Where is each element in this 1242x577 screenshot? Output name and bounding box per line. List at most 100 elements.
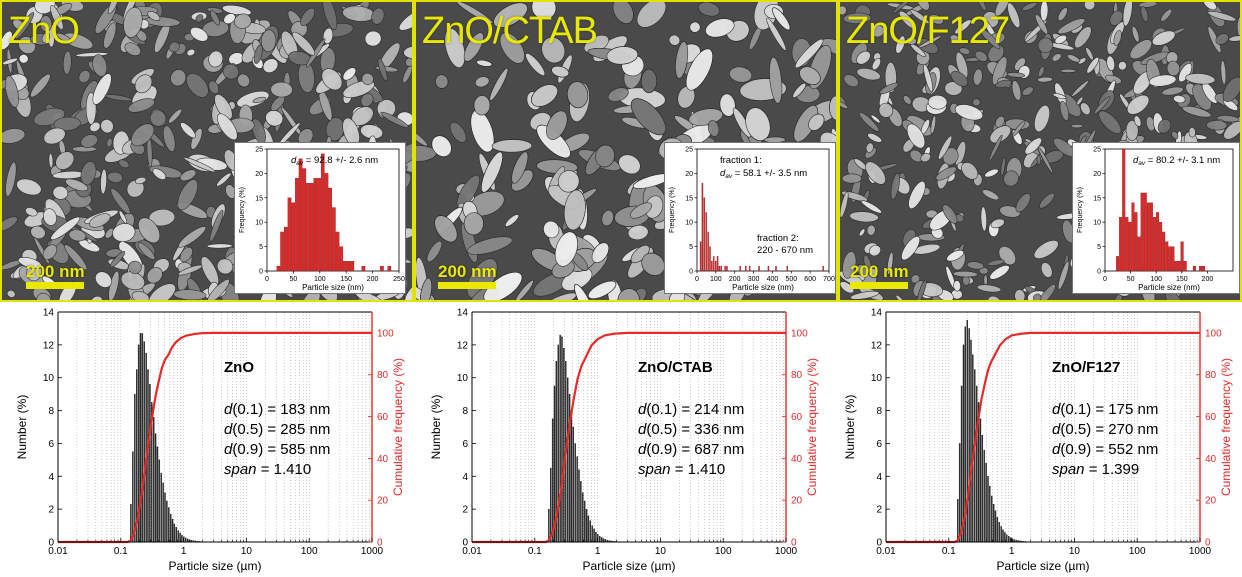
y-tick-label: 0	[259, 269, 263, 276]
sem-particle	[127, 98, 155, 113]
sem-particle	[499, 32, 525, 64]
percentile-stat: d(0.5) = 336 nm	[638, 421, 744, 438]
distribution-bar	[996, 517, 999, 543]
cumulative-frequency-curve	[886, 331, 1200, 544]
sem-particle	[942, 204, 958, 224]
histogram-bar	[720, 265, 723, 272]
sem-particle	[729, 66, 753, 83]
scale-bar	[26, 282, 84, 289]
sem-particle	[216, 258, 234, 275]
sem-particle	[270, 81, 293, 98]
distribution-bar	[181, 534, 183, 543]
sem-particle	[1080, 102, 1091, 116]
y2-tick-label: 80	[1205, 370, 1217, 381]
histogram-bar	[1116, 256, 1120, 272]
sem-particle	[916, 279, 927, 300]
y2-tick-label: 60	[377, 412, 389, 423]
distribution-bar	[589, 520, 591, 543]
sem-particle	[1171, 131, 1179, 140]
x-tick-label: 1000	[1189, 546, 1212, 557]
histogram-bar	[346, 261, 351, 272]
sem-particle	[865, 142, 874, 153]
sem-particle	[887, 251, 894, 275]
sem-particle	[531, 2, 557, 20]
sem-particle	[435, 74, 449, 89]
sem-particle	[840, 191, 849, 219]
sem-particle	[179, 246, 193, 263]
sem-particle	[859, 228, 866, 237]
sem-particle	[1133, 115, 1142, 127]
sem-particle	[927, 94, 948, 110]
sem-particle	[78, 69, 91, 84]
sem-particle	[1085, 47, 1094, 61]
sem-particle	[745, 107, 771, 141]
sem-particle	[689, 21, 701, 33]
sem-particle	[1070, 123, 1084, 129]
sem-particle	[134, 74, 153, 94]
distribution-bar	[975, 385, 978, 543]
histogram-bar	[748, 265, 751, 272]
distribution-bar	[134, 393, 136, 543]
distribution-bar	[989, 485, 991, 543]
sem-particle	[56, 32, 73, 44]
sem-particle	[1057, 7, 1068, 22]
sem-particle	[2, 30, 13, 51]
histogram-bar	[1131, 202, 1135, 272]
sem-particle	[209, 10, 221, 26]
sem-particle	[946, 249, 965, 262]
distribution-bar	[600, 537, 603, 543]
y-axis-label: Frequency (%)	[1077, 187, 1084, 233]
distribution-bar	[171, 518, 174, 543]
sem-particle	[89, 295, 104, 300]
sem-particle	[994, 2, 1011, 17]
fraction-1-mean-annotation: dav = 58.1 +/- 3.5 nm	[720, 168, 807, 180]
distribution-bar	[158, 459, 161, 543]
sem-particle	[1067, 54, 1081, 63]
histogram-bar	[291, 202, 295, 272]
sample-title: ZnO/F127	[1052, 359, 1120, 376]
y-tick-label: 2	[48, 505, 54, 516]
histogram-bar	[699, 241, 702, 272]
span-stat: span = 1.399	[1052, 461, 1139, 478]
distribution-bar	[599, 535, 601, 543]
scale-bar-label: 200 nm	[26, 262, 85, 281]
y2-tick-label: 100	[791, 328, 808, 339]
distribution-bar	[1000, 526, 1002, 543]
sem-particle	[52, 185, 69, 200]
sem-particle	[514, 279, 534, 300]
scale-bar-label: 200 nm	[438, 262, 497, 281]
x-tick-label: 0.1	[942, 546, 956, 557]
sem-particle	[208, 50, 224, 68]
histogram-bar	[1125, 217, 1129, 272]
histogram-bar	[387, 265, 392, 272]
histogram-bar	[343, 261, 347, 272]
sem-particle	[1052, 93, 1067, 100]
x-axis-label: Particle size (nm)	[1138, 283, 1200, 292]
sem-particle	[208, 80, 220, 95]
sem-particle	[772, 7, 791, 31]
x-tick-label: 10	[241, 546, 253, 557]
y2-axis-label: Cumulative frequency (%)	[805, 358, 819, 496]
sem-particle	[1206, 119, 1228, 131]
sem-particle	[1038, 66, 1045, 78]
sem-particle	[906, 123, 926, 149]
sem-particle	[168, 108, 183, 124]
sem-particle	[1033, 240, 1059, 259]
sem-particle	[189, 27, 209, 42]
size-distribution-inset: 0 50 100 150 200 250 0 5 10 15 20 25 Particle size (…	[234, 142, 406, 294]
sem-particle	[792, 82, 807, 98]
y-tick-label: 2	[462, 505, 468, 516]
histogram-bar	[1199, 265, 1203, 272]
histogram-bar	[1119, 217, 1123, 272]
x-tick-label: 300	[748, 276, 760, 283]
sem-particle	[2, 128, 26, 144]
y-tick-label: 5	[1097, 244, 1101, 251]
distribution-bar	[548, 508, 550, 543]
x-tick-label: 150	[1176, 276, 1188, 283]
y-tick-label: 0	[48, 538, 54, 549]
sem-particle	[984, 168, 999, 178]
sem-particle	[377, 58, 388, 82]
histogram-bar	[332, 207, 336, 272]
distribution-bar	[572, 426, 575, 543]
sem-particle	[983, 274, 988, 287]
